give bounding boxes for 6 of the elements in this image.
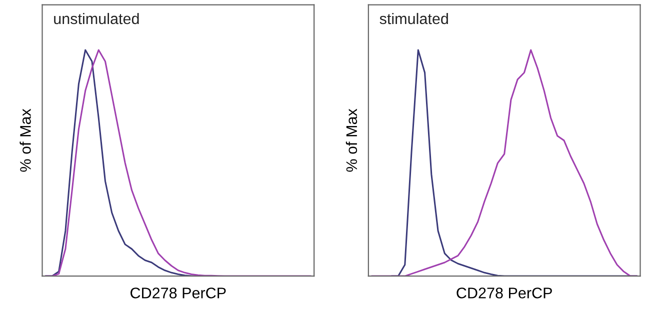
chart-title: unstimulated <box>54 12 139 24</box>
chart-title: stimulated <box>380 12 448 24</box>
y-axis-title: % of Max <box>20 108 31 172</box>
y-axis-title: % of Max <box>346 108 358 172</box>
x-axis-title: CD278 PerCP <box>130 288 226 298</box>
x-axis-title: CD278 PerCP <box>456 288 552 298</box>
